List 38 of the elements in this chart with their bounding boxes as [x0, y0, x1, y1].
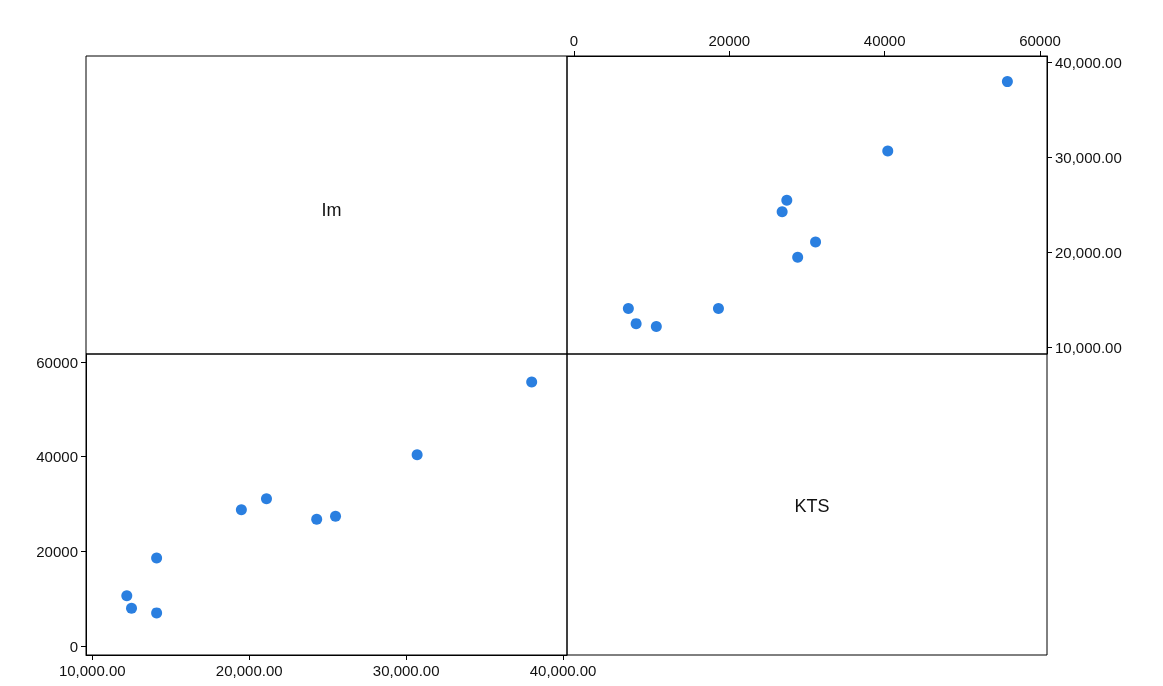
point: [622, 302, 634, 314]
point: [151, 552, 163, 564]
y-tick-label: 10,000.00: [1055, 338, 1122, 356]
point: [776, 206, 788, 218]
point: [151, 607, 163, 619]
point: [781, 194, 793, 206]
x-tick-label: 40000: [863, 32, 906, 49]
y-tick-label: 40000: [36, 448, 78, 466]
point: [650, 320, 662, 332]
y-tick-label: 30,000.00: [1055, 149, 1122, 167]
x-tick-label: 30,000.00: [372, 662, 440, 679]
point: [121, 590, 133, 602]
text: KTS: [794, 496, 830, 516]
y-tick-label: 40,000.00: [1055, 54, 1122, 72]
x-tick-label: 0: [569, 32, 579, 49]
point: [235, 504, 247, 516]
x-tick-label: 60000: [1019, 32, 1061, 49]
point: [810, 236, 822, 248]
x-tick-label: 10,000.00: [58, 662, 126, 679]
x-tick-label: 40,000.00: [529, 662, 597, 679]
point: [126, 602, 138, 614]
point: [712, 302, 724, 314]
point: [311, 513, 323, 525]
text: Im: [321, 200, 342, 220]
point: [411, 449, 423, 461]
point: [330, 510, 342, 522]
point: [260, 493, 272, 505]
point: [630, 318, 642, 330]
point: [792, 251, 804, 263]
point: [1001, 76, 1013, 88]
point: [526, 376, 538, 388]
y-tick-label: 20,000.00: [1055, 243, 1122, 261]
y-tick-label: 0: [69, 637, 78, 655]
y-tick-label: 60000: [36, 353, 78, 371]
x-tick-label: 20000: [708, 32, 751, 49]
x-tick-label: 20,000.00: [215, 662, 283, 679]
point: [882, 145, 894, 157]
y-tick-label: 20000: [36, 542, 78, 560]
